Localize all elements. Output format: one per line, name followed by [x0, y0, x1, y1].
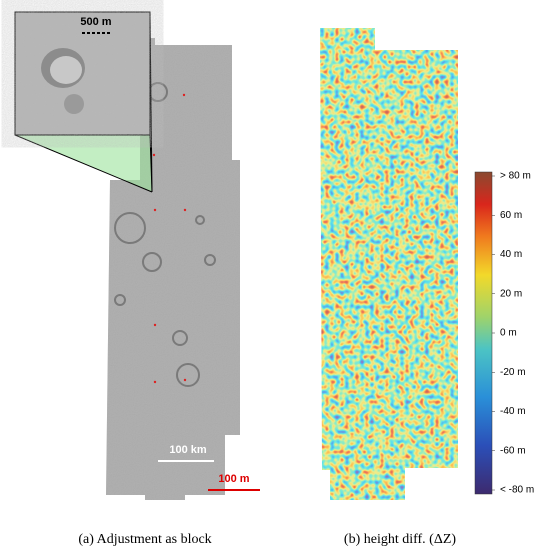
scale-label: 100 km	[169, 444, 207, 456]
scale-label: 100 m	[218, 473, 249, 485]
colorbar-tick-label: < -80 m	[500, 485, 534, 496]
colorbar-tick-label: 20 m	[500, 288, 522, 299]
colorbar-tick-label: -20 m	[500, 367, 526, 378]
colorbar-tick-label: -40 m	[500, 406, 526, 417]
colorbar-tick-label: 40 m	[500, 249, 522, 260]
colorbar-tick-label: 60 m	[500, 210, 522, 221]
scale-label: 500 m	[80, 16, 111, 28]
colorbar-tick-label: > 80 m	[500, 171, 531, 182]
colorbar	[475, 172, 492, 494]
colorbar-tick-label: 0 m	[500, 328, 517, 339]
caption: (b) height diff. (ΔZ)	[344, 532, 456, 547]
colorbar-tick-label: -60 m	[500, 445, 526, 456]
inset	[15, 12, 150, 135]
colorbar-ticks: > 80 m 60 m 40 m 20 m 0 m -20 m -40 m -60 m < -8…	[492, 171, 534, 496]
caption: (a) Adjustment as block	[78, 532, 211, 547]
height-map	[315, 25, 465, 505]
figure: 500 m 100 km 100 m (a) Adjustment as blo…	[0, 0, 540, 551]
